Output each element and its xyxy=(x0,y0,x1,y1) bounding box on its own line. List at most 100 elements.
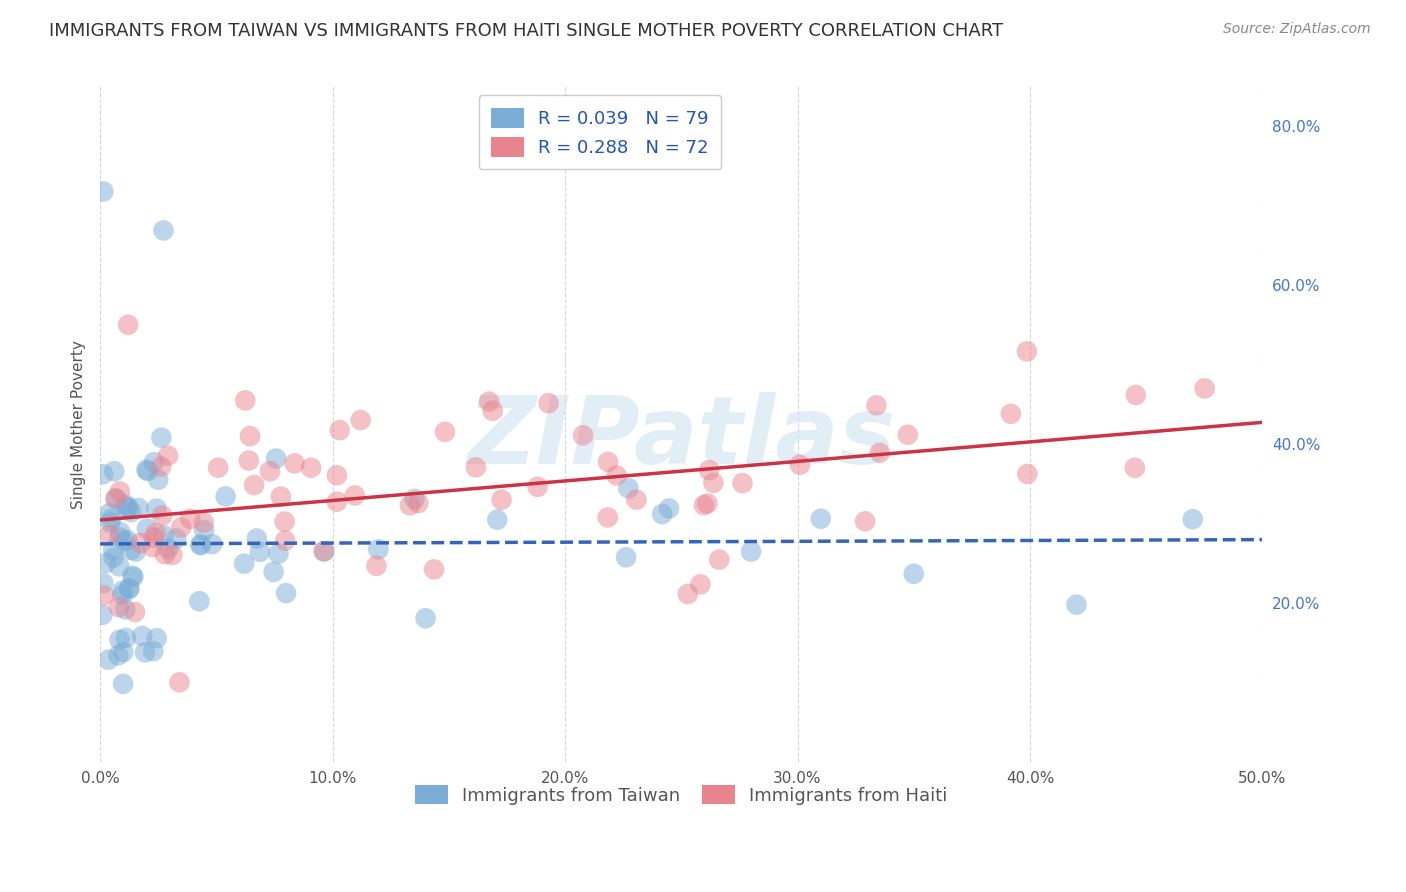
Point xyxy=(658,501,681,516)
Point xyxy=(239,429,262,443)
Point xyxy=(108,600,131,615)
Point xyxy=(150,431,173,445)
Point xyxy=(676,587,699,601)
Point xyxy=(193,516,215,530)
Point xyxy=(145,501,167,516)
Point xyxy=(270,490,292,504)
Point xyxy=(108,632,131,647)
Point xyxy=(108,484,131,499)
Point xyxy=(124,605,146,619)
Point xyxy=(115,500,138,515)
Point xyxy=(170,520,193,534)
Point xyxy=(129,536,152,550)
Point xyxy=(114,602,136,616)
Point xyxy=(142,531,165,545)
Point xyxy=(125,544,148,558)
Point xyxy=(142,455,165,469)
Point xyxy=(537,396,560,410)
Point xyxy=(97,653,120,667)
Point xyxy=(343,488,366,502)
Point xyxy=(122,570,145,584)
Point xyxy=(118,582,141,596)
Point xyxy=(91,467,114,482)
Point xyxy=(165,532,187,546)
Point xyxy=(103,464,125,478)
Point xyxy=(740,544,762,558)
Point xyxy=(326,494,349,508)
Point xyxy=(233,393,256,408)
Point xyxy=(233,557,256,571)
Point xyxy=(572,428,595,442)
Point xyxy=(135,463,157,477)
Point xyxy=(709,552,731,566)
Point xyxy=(98,516,121,530)
Point xyxy=(121,568,143,582)
Point xyxy=(326,468,349,483)
Point xyxy=(142,644,165,658)
Point xyxy=(156,449,179,463)
Point xyxy=(104,491,127,506)
Point xyxy=(408,496,430,510)
Point xyxy=(117,318,139,332)
Point xyxy=(596,510,619,524)
Point xyxy=(312,544,335,558)
Point xyxy=(697,463,720,477)
Point xyxy=(108,525,131,540)
Point xyxy=(614,550,637,565)
Point xyxy=(112,677,135,691)
Point xyxy=(314,544,336,558)
Point xyxy=(111,583,134,598)
Text: IMMIGRANTS FROM TAIWAN VS IMMIGRANTS FROM HAITI SINGLE MOTHER POVERTY CORRELATIO: IMMIGRANTS FROM TAIWAN VS IMMIGRANTS FRO… xyxy=(49,22,1004,40)
Point xyxy=(117,500,139,515)
Point xyxy=(367,542,389,557)
Point xyxy=(349,413,371,427)
Point xyxy=(120,505,142,519)
Text: ZIPatlas: ZIPatlas xyxy=(467,392,896,483)
Point xyxy=(267,547,290,561)
Point xyxy=(249,545,271,559)
Point xyxy=(366,558,388,573)
Point xyxy=(329,423,352,437)
Text: Source: ZipAtlas.com: Source: ZipAtlas.com xyxy=(1223,22,1371,37)
Point xyxy=(651,507,673,521)
Point xyxy=(103,550,125,565)
Point xyxy=(789,458,811,472)
Point xyxy=(152,223,174,237)
Point xyxy=(142,540,165,554)
Point xyxy=(207,460,229,475)
Point xyxy=(274,533,297,548)
Point xyxy=(131,629,153,643)
Point xyxy=(91,576,114,591)
Point xyxy=(107,648,129,663)
Point xyxy=(135,522,157,536)
Point xyxy=(731,476,754,491)
Point xyxy=(399,499,422,513)
Y-axis label: Single Mother Poverty: Single Mother Poverty xyxy=(72,340,86,508)
Point xyxy=(853,514,876,528)
Point xyxy=(108,559,131,574)
Point xyxy=(689,577,711,591)
Point xyxy=(108,531,131,545)
Point xyxy=(91,607,114,622)
Point xyxy=(1015,344,1038,359)
Point xyxy=(263,565,285,579)
Point xyxy=(274,586,297,600)
Point xyxy=(1000,407,1022,421)
Point xyxy=(1181,512,1204,526)
Point xyxy=(243,478,266,492)
Point xyxy=(190,538,212,552)
Point xyxy=(115,631,138,645)
Point xyxy=(404,491,426,506)
Point xyxy=(190,537,212,551)
Point xyxy=(423,562,446,576)
Point xyxy=(100,512,122,526)
Point xyxy=(693,498,716,512)
Point xyxy=(606,468,628,483)
Point xyxy=(617,481,640,495)
Point xyxy=(1125,388,1147,402)
Point xyxy=(145,526,167,541)
Point xyxy=(152,528,174,542)
Point xyxy=(702,475,724,490)
Point xyxy=(98,506,121,520)
Legend: Immigrants from Taiwan, Immigrants from Haiti: Immigrants from Taiwan, Immigrants from … xyxy=(406,775,956,814)
